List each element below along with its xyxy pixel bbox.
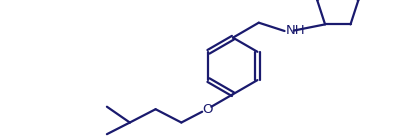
Text: NH: NH [286, 24, 306, 37]
Text: O: O [202, 103, 213, 116]
